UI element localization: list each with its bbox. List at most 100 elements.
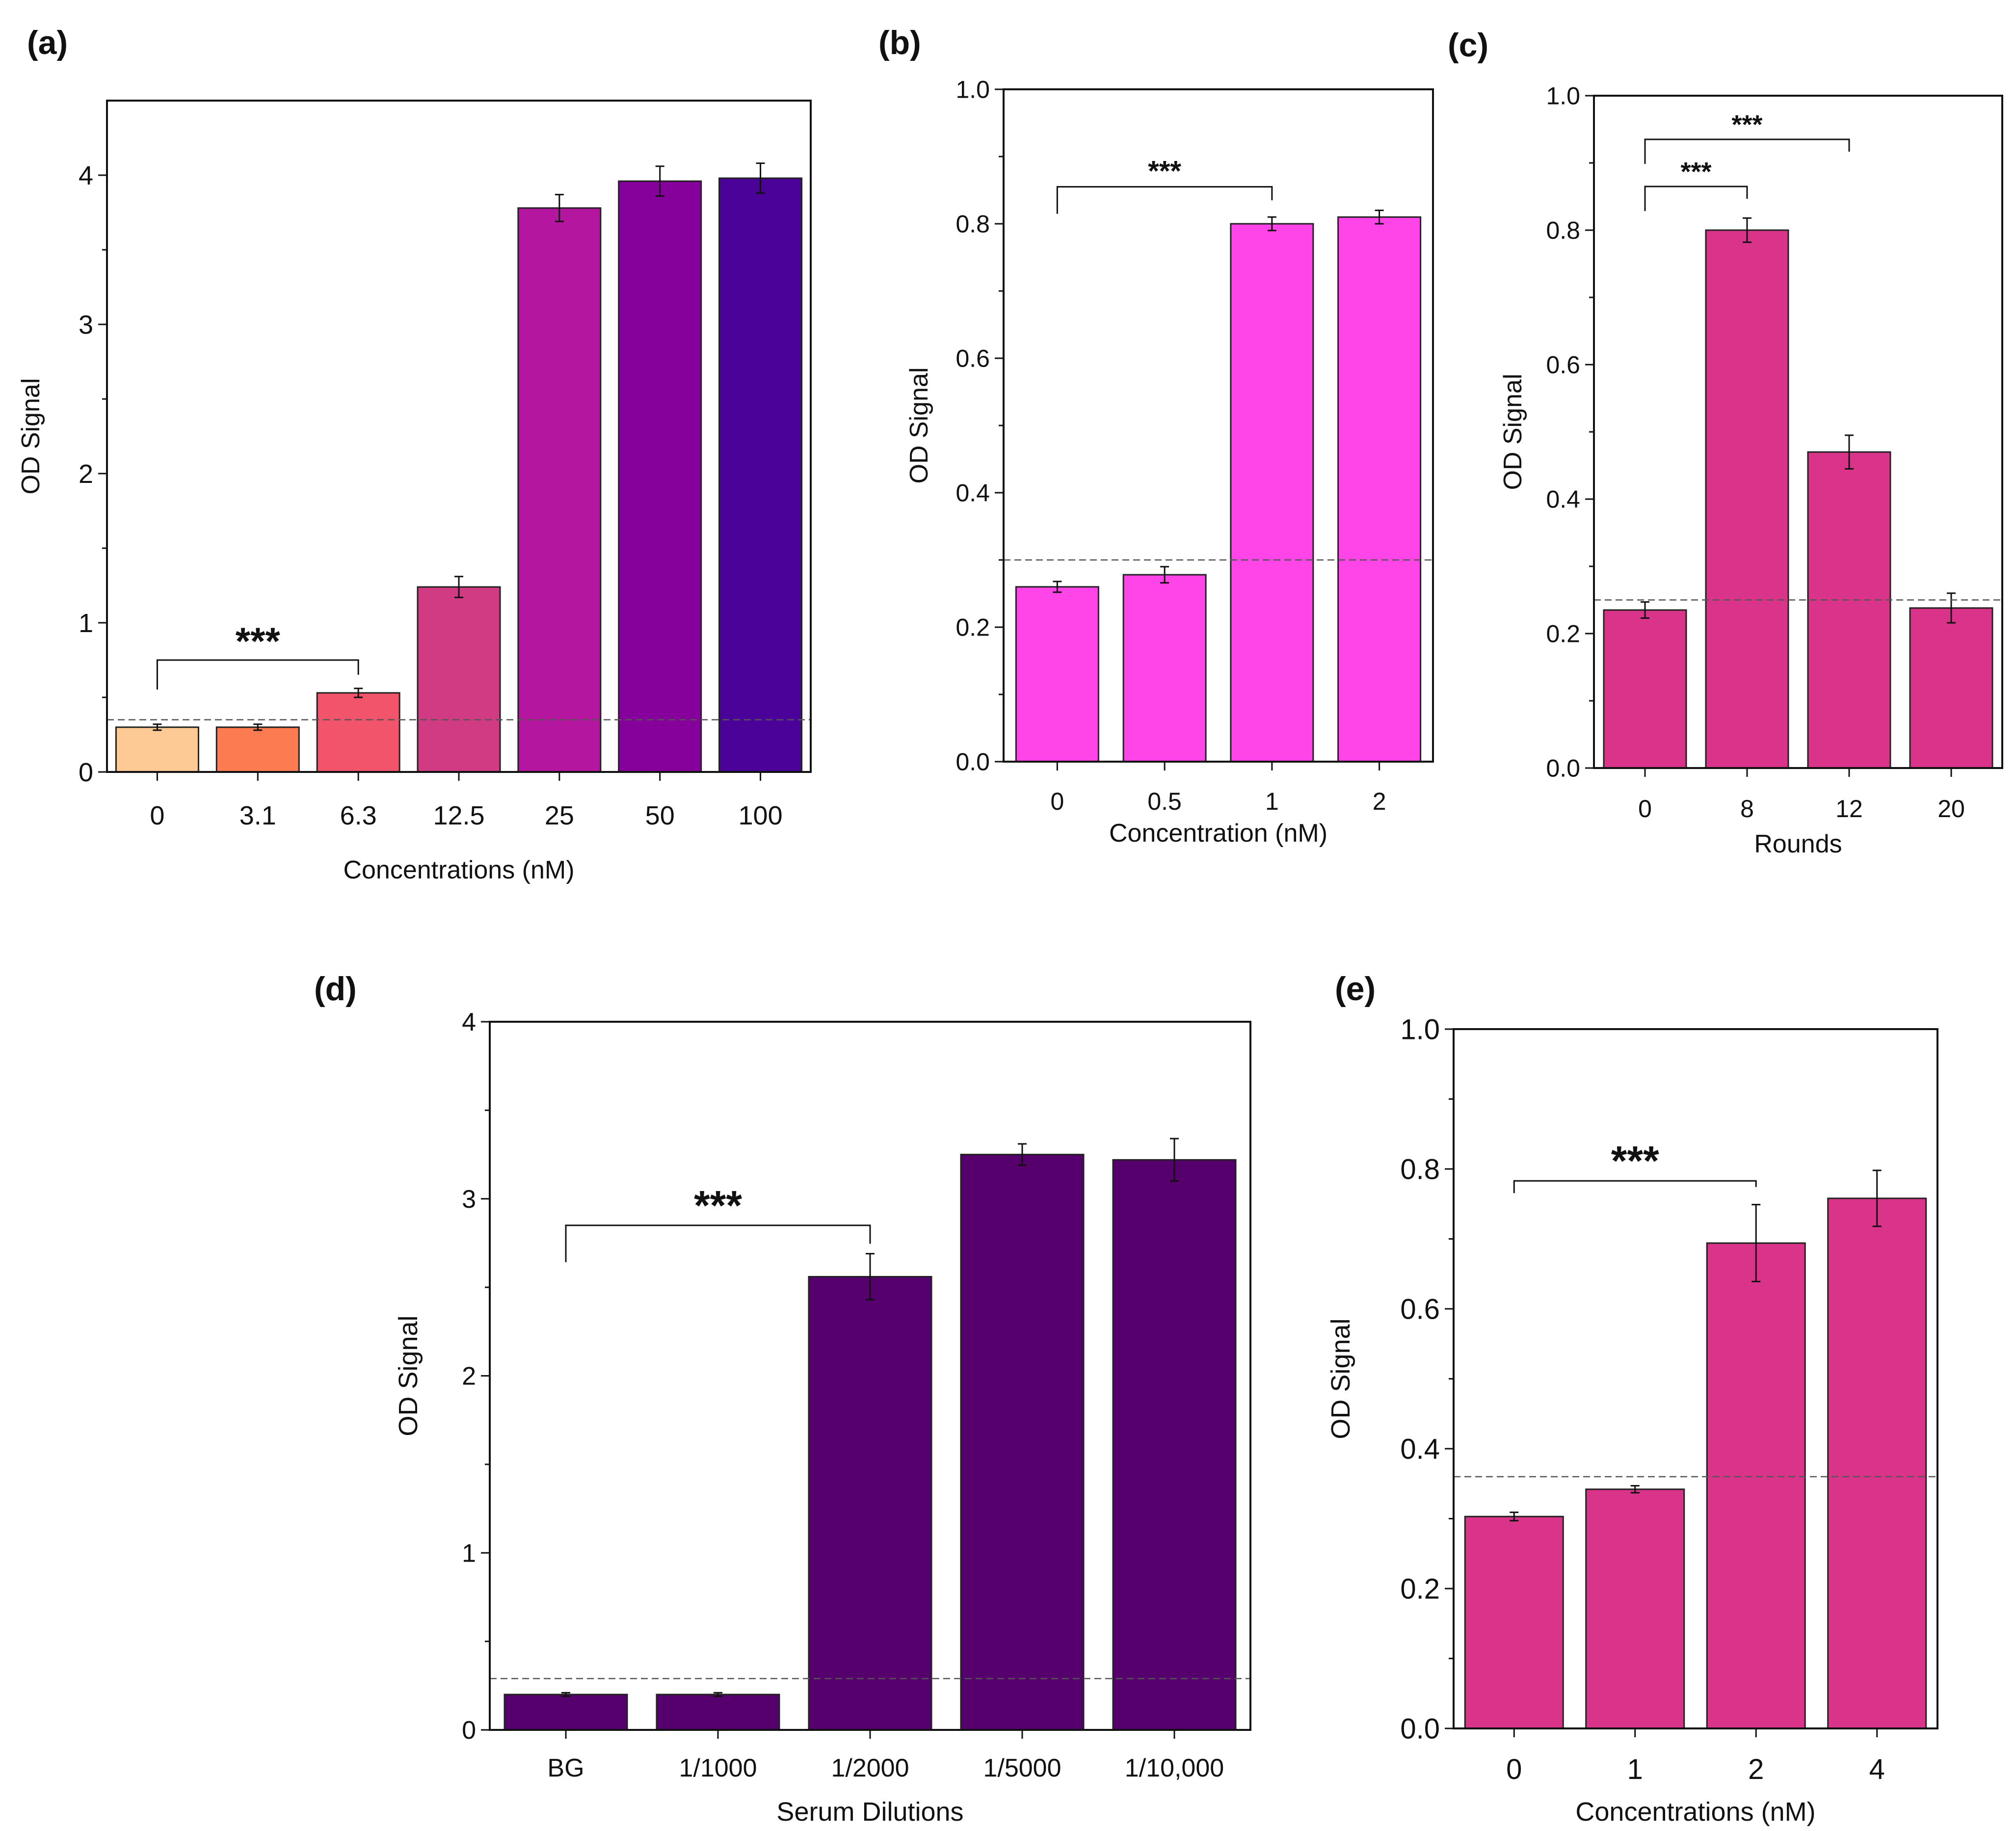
y-tick-label: 0.0 bbox=[1546, 755, 1580, 782]
panel-label: (c) bbox=[1448, 27, 1488, 64]
y-tick-label: 0.6 bbox=[1546, 351, 1580, 379]
x-tick-label: 1/5000 bbox=[983, 1754, 1061, 1782]
x-tick-label: 8 bbox=[1740, 795, 1754, 823]
x-axis-label: Concentrations (nM) bbox=[343, 856, 574, 884]
y-tick-label: 1.0 bbox=[955, 76, 990, 104]
x-tick-label: 6.3 bbox=[340, 801, 377, 830]
y-tick-label: 0.4 bbox=[1546, 486, 1580, 513]
panel-label: (b) bbox=[878, 24, 921, 61]
x-axis-label: Rounds bbox=[1754, 830, 1842, 858]
bar bbox=[517, 207, 602, 773]
x-tick-label: 12.5 bbox=[433, 801, 484, 830]
y-axis-label: OD Signal bbox=[17, 378, 45, 495]
y-tick-label: 0.0 bbox=[1400, 1713, 1440, 1745]
y-axis-label: OD Signal bbox=[1499, 374, 1527, 490]
x-tick-label: BG bbox=[547, 1754, 584, 1782]
x-axis-label: Concentrations (nM) bbox=[1575, 1797, 1815, 1827]
y-axis-label: OD Signal bbox=[1326, 1318, 1355, 1439]
bar bbox=[1807, 451, 1891, 769]
bar bbox=[618, 180, 702, 773]
significance-bracket bbox=[1513, 1180, 1757, 1194]
x-tick-label: 3.1 bbox=[239, 801, 276, 830]
bar bbox=[1603, 609, 1687, 769]
y-tick-label: 0.8 bbox=[955, 211, 990, 238]
x-tick-label: 100 bbox=[739, 801, 783, 830]
bar bbox=[1705, 229, 1789, 769]
y-axis-label: OD Signal bbox=[394, 1315, 423, 1436]
y-tick-label: 0.4 bbox=[1400, 1433, 1440, 1465]
x-tick-label: 2 bbox=[1748, 1753, 1764, 1785]
bar bbox=[1122, 574, 1207, 763]
y-tick-label: 0.0 bbox=[955, 748, 990, 776]
significance-label: *** bbox=[236, 619, 281, 663]
bar bbox=[1464, 1515, 1564, 1729]
y-tick-label: 1 bbox=[462, 1539, 476, 1567]
y-tick-label: 4 bbox=[79, 161, 93, 190]
bar bbox=[316, 692, 400, 773]
y-tick-label: 0.8 bbox=[1400, 1153, 1440, 1185]
y-tick-label: 0.6 bbox=[1400, 1293, 1440, 1325]
chart-panel-2: (b) *** 0.0 0.2 0.4 0.6 0.8 1.0 0 0.5 1 2 Concentrat… bbox=[878, 24, 1434, 848]
significance-label: *** bbox=[1611, 1138, 1659, 1184]
bar bbox=[718, 177, 803, 773]
bar bbox=[1230, 223, 1314, 763]
bar bbox=[808, 1275, 932, 1731]
chart-panel-4: (d) *** 0 1 2 3 4 BG 1/1000 1/2000 1/5000 1/10,000 S… bbox=[314, 970, 1251, 1827]
bar bbox=[1909, 607, 1993, 769]
significance-bracket bbox=[1056, 186, 1273, 214]
significance-label: *** bbox=[694, 1182, 742, 1228]
bar bbox=[504, 1694, 628, 1731]
bar bbox=[1015, 586, 1099, 763]
x-tick-label: 25 bbox=[545, 801, 574, 830]
y-tick-label: 3 bbox=[79, 310, 93, 340]
bar bbox=[1112, 1159, 1237, 1731]
x-axis-label: Serum Dilutions bbox=[776, 1797, 963, 1827]
significance-bracket bbox=[156, 659, 359, 690]
x-tick-label: 1/2000 bbox=[831, 1754, 909, 1782]
y-tick-label: 3 bbox=[462, 1185, 476, 1214]
x-tick-label: 0 bbox=[1638, 795, 1652, 823]
bar bbox=[1706, 1242, 1806, 1729]
significance-bracket bbox=[565, 1224, 871, 1262]
bar bbox=[1827, 1197, 1927, 1729]
x-tick-label: 0.5 bbox=[1147, 788, 1182, 815]
significance-label: *** bbox=[1680, 157, 1711, 186]
x-tick-label: 4 bbox=[1869, 1753, 1885, 1785]
significance-label: *** bbox=[1148, 156, 1181, 187]
bar bbox=[417, 586, 501, 773]
x-tick-label: 0 bbox=[150, 801, 164, 830]
y-tick-label: 0.4 bbox=[955, 479, 990, 507]
y-tick-label: 4 bbox=[462, 1008, 476, 1036]
y-tick-label: 2 bbox=[79, 459, 93, 489]
panel-label: (d) bbox=[314, 970, 357, 1008]
y-tick-label: 1 bbox=[79, 609, 93, 638]
chart-panel-3: (c) *** *** 0.0 0.2 0.4 0.6 0.8 1.0 0 8 12 20 Rounds O… bbox=[1448, 27, 2003, 858]
chart-panel-5: (e) *** 0.0 0.2 0.4 0.6 0.8 1.0 0 1 2 4 Concentratio… bbox=[1326, 970, 1938, 1827]
x-tick-label: 0 bbox=[1506, 1753, 1522, 1785]
y-tick-label: 0 bbox=[462, 1716, 476, 1745]
significance-bracket bbox=[1644, 138, 1850, 164]
bar bbox=[1585, 1488, 1685, 1729]
y-tick-label: 0 bbox=[79, 758, 93, 787]
x-tick-label: 1 bbox=[1627, 1753, 1643, 1785]
significance-label: *** bbox=[1731, 110, 1762, 139]
x-tick-label: 12 bbox=[1835, 795, 1863, 823]
x-tick-label: 1 bbox=[1265, 788, 1279, 815]
y-tick-label: 2 bbox=[462, 1362, 476, 1391]
y-tick-label: 1.0 bbox=[1546, 82, 1580, 110]
x-tick-label: 50 bbox=[645, 801, 675, 830]
panel-label: (e) bbox=[1335, 970, 1376, 1008]
y-tick-label: 0.2 bbox=[1546, 620, 1580, 648]
bar bbox=[215, 726, 300, 773]
y-axis-label: OD Signal bbox=[905, 368, 933, 484]
x-tick-label: 1/10,000 bbox=[1125, 1754, 1224, 1782]
x-tick-label: 0 bbox=[1050, 788, 1064, 815]
bar bbox=[1337, 216, 1422, 763]
bar bbox=[115, 726, 199, 773]
chart-panel-1: (a) *** 0 1 2 3 4 0 3.1 6.3 12.5 25 50 100 Concentrati… bbox=[17, 24, 812, 884]
x-tick-label: 2 bbox=[1373, 788, 1386, 815]
x-tick-label: 20 bbox=[1937, 795, 1965, 823]
bar bbox=[656, 1694, 780, 1731]
panel-label: (a) bbox=[27, 24, 68, 61]
